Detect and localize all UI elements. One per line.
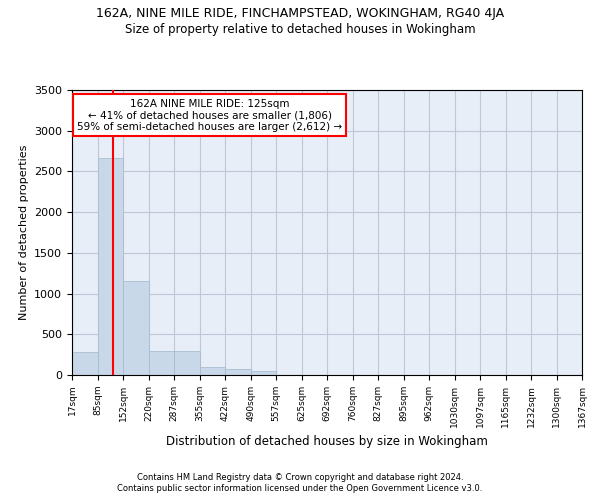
Bar [174, 352, 200, 375]
Bar [72, 352, 98, 375]
Bar [149, 352, 174, 375]
Bar [251, 372, 276, 375]
Y-axis label: Number of detached properties: Number of detached properties [19, 145, 29, 320]
Text: Contains public sector information licensed under the Open Government Licence v3: Contains public sector information licen… [118, 484, 482, 493]
Text: Size of property relative to detached houses in Wokingham: Size of property relative to detached ho… [125, 22, 475, 36]
Text: 162A NINE MILE RIDE: 125sqm
← 41% of detached houses are smaller (1,806)
59% of : 162A NINE MILE RIDE: 125sqm ← 41% of det… [77, 98, 342, 132]
Text: Distribution of detached houses by size in Wokingham: Distribution of detached houses by size … [166, 435, 488, 448]
Bar [225, 370, 251, 375]
Text: Contains HM Land Registry data © Crown copyright and database right 2024.: Contains HM Land Registry data © Crown c… [137, 472, 463, 482]
Bar [98, 158, 123, 375]
Text: 162A, NINE MILE RIDE, FINCHAMPSTEAD, WOKINGHAM, RG40 4JA: 162A, NINE MILE RIDE, FINCHAMPSTEAD, WOK… [96, 8, 504, 20]
Bar [200, 367, 225, 375]
Bar [123, 282, 149, 375]
